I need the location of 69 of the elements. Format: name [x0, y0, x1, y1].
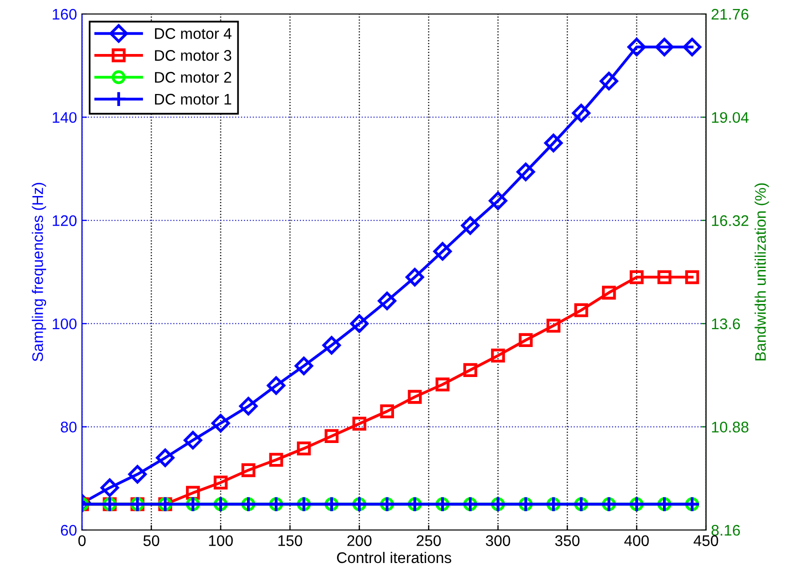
point: [436, 378, 450, 392]
point: [463, 363, 478, 377]
point: [380, 404, 394, 418]
x-tick-label: 450: [694, 535, 718, 546]
y-tick-label: 60: [60, 524, 77, 536]
x-tick-label: 50: [143, 535, 160, 546]
legend-label: DC motor 4: [155, 28, 232, 39]
legend-label: DC motor 3: [155, 50, 232, 61]
point: [266, 376, 286, 395]
point: [630, 270, 644, 284]
point: [322, 336, 341, 355]
point: [294, 356, 314, 376]
y2-tick-label: 10.88: [712, 422, 748, 432]
legend-label: DC motor 1: [155, 94, 232, 105]
x-tick-label: 100: [209, 535, 233, 546]
y-tick-label: 80: [60, 422, 77, 432]
y2-tick-label: 13.6: [712, 318, 740, 330]
point: [518, 333, 533, 348]
point: [461, 216, 480, 235]
x-tick-label: 300: [486, 535, 510, 546]
point: [269, 452, 284, 467]
point: [491, 348, 505, 363]
y2-tick-label: 8.16: [712, 524, 740, 536]
point: [627, 38, 646, 56]
point: [128, 465, 147, 484]
point: [602, 286, 616, 300]
point: [214, 476, 228, 490]
point: [433, 242, 452, 261]
point: [488, 192, 508, 210]
point: [682, 38, 702, 56]
x-tick-label: 350: [555, 535, 580, 546]
point: [156, 448, 174, 468]
point: [544, 134, 563, 152]
point: [211, 414, 230, 432]
point: [296, 442, 311, 456]
y2-tick-label: 21.76: [712, 8, 748, 20]
y-axis-title: Sampling frequencies (Hz): [32, 182, 46, 362]
point: [657, 270, 672, 284]
point: [406, 268, 424, 286]
point: [324, 429, 339, 444]
point: [352, 416, 366, 431]
point: [350, 314, 369, 333]
point: [574, 303, 588, 318]
y2-tick-label: 19.04: [712, 112, 749, 123]
point: [655, 38, 674, 56]
x-tick-label: 400: [624, 535, 649, 546]
y-tick-label: 100: [52, 318, 77, 330]
y-tick-label: 160: [52, 8, 77, 20]
x-tick-label: 0: [78, 535, 86, 546]
point: [685, 270, 700, 284]
point: [241, 463, 256, 478]
point: [600, 72, 618, 90]
point: [572, 104, 590, 122]
point: [100, 478, 119, 497]
point: [239, 396, 258, 416]
point: [378, 292, 396, 310]
x-tick-label: 200: [347, 535, 372, 546]
y2-axis-title: Bandwidth unitilization (%): [754, 183, 769, 360]
x-tick-label: 250: [416, 535, 441, 546]
point: [546, 318, 560, 333]
legend-label: DC motor 2: [155, 72, 232, 83]
point: [408, 390, 422, 404]
x-axis-title: Control iterations: [337, 552, 452, 564]
y2-tick-label: 16.32: [712, 215, 748, 226]
y-tick-label: 140: [52, 112, 77, 123]
point: [516, 162, 535, 182]
point: [184, 430, 202, 450]
y-tick-label: 120: [52, 215, 77, 226]
x-tick-label: 150: [278, 535, 302, 546]
